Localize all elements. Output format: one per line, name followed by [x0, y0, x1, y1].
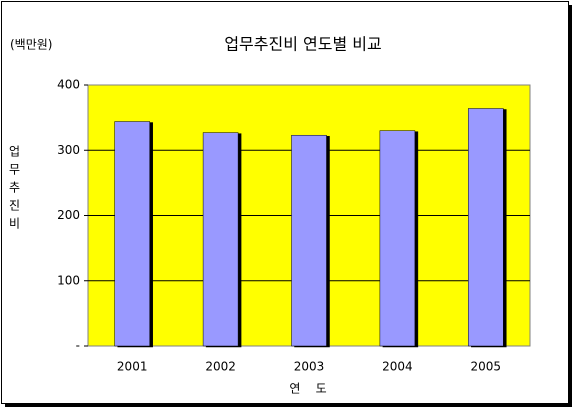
y-tick-label: 300 [57, 143, 80, 157]
y-axis-label: 업무추진비 [7, 145, 21, 235]
x-tick-label: 2001 [117, 360, 148, 374]
y-tick-label: 200 [57, 208, 80, 222]
y-tick-label: 400 [57, 78, 80, 92]
bar [202, 132, 239, 347]
x-tick-label: 2003 [294, 360, 325, 374]
bar [379, 130, 416, 347]
x-axis-label: 연 도 [289, 382, 326, 396]
y-tick-label: 100 [57, 273, 80, 287]
y-tick-label: - [76, 339, 80, 353]
x-tick-label: 2005 [471, 360, 502, 374]
bar [114, 121, 150, 347]
unit-label: (백만원) [10, 38, 52, 52]
x-tick-label: 2002 [205, 360, 236, 374]
chart-title: 업무추진비 연도별 비교 [224, 35, 381, 54]
bar [291, 134, 327, 347]
x-tick-label: 2004 [382, 360, 413, 374]
bar [468, 108, 504, 347]
